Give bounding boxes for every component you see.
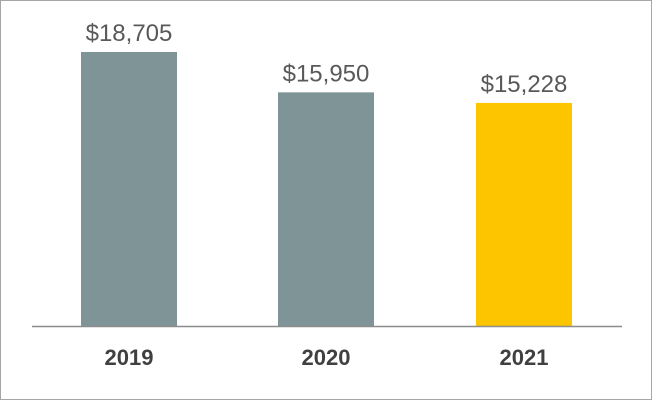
data-labels-group: $18,705 $15,950 $15,228: [86, 20, 568, 98]
x-tick-label-2021: 2021: [500, 345, 549, 370]
x-tick-labels-group: 2019 2020 2021: [105, 345, 549, 370]
bar-2021: [476, 102, 572, 326]
x-tick-label-2020: 2020: [302, 345, 351, 370]
data-label-2019: $18,705: [86, 20, 173, 47]
bar-2019: [81, 52, 177, 326]
bar-2020: [278, 92, 374, 326]
data-label-2021: $15,228: [481, 71, 568, 98]
data-label-2020: $15,950: [283, 60, 370, 87]
bars-group: [81, 52, 572, 326]
x-tick-label-2019: 2019: [105, 345, 154, 370]
